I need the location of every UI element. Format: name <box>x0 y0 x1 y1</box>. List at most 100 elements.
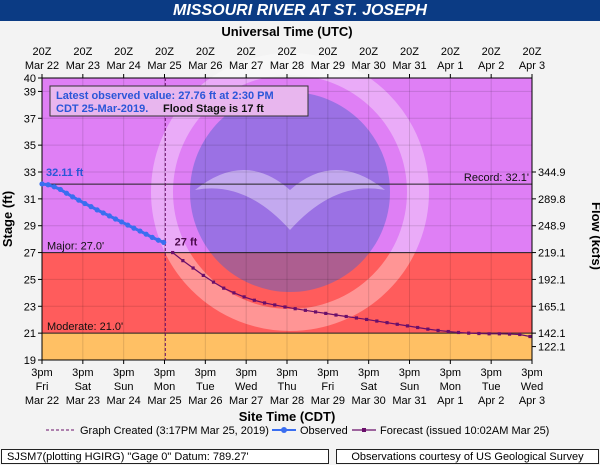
bottom-tick-l3-6: Mar 28 <box>270 395 304 407</box>
bottom-tick-l1-8: 3pm <box>358 367 379 379</box>
observed-point-4 <box>63 190 70 196</box>
bottom-tick-l1-9: 3pm <box>399 367 420 379</box>
info-flood-stage: Flood Stage is 17 ft <box>163 103 264 115</box>
ytick-label-10: 39 <box>24 86 36 98</box>
bottom-tick-l1-0: 3pm <box>31 367 52 379</box>
observed-point-1 <box>45 182 51 188</box>
legend: Graph Created (3:17PM Mar 25, 2019) Obser… <box>46 425 549 437</box>
y2tick-label-6: 289.8 <box>538 194 566 206</box>
top-axis-title: Universal Time (UTC) <box>221 24 352 39</box>
info-latest-value: Latest observed value: 27.76 ft at 2:30 … <box>56 90 274 102</box>
observed-point-11 <box>106 213 112 219</box>
watermark-disc <box>190 92 390 292</box>
bottom-tick-l3-12: Apr 3 <box>519 395 545 407</box>
bottom-tick-l3-9: Mar 31 <box>392 395 426 407</box>
forecast-point-27 <box>446 329 450 334</box>
y2-axis-title: Flow (kcfs) <box>589 202 600 270</box>
forecast-point-16 <box>334 313 338 317</box>
bottom-tick-l2-1: Sat <box>75 381 92 393</box>
forecast-point-32 <box>497 332 501 336</box>
bottom-tick-l2-3: Mon <box>154 381 175 393</box>
observed-point-2 <box>51 184 57 190</box>
forecast-point-29 <box>467 331 471 335</box>
top-tick-l1-12: 20Z <box>523 46 542 58</box>
bottom-tick-l3-2: Mar 24 <box>107 395 141 407</box>
top-tick-l1-0: 20Z <box>33 46 52 58</box>
bottom-tick-l3-7: Mar 29 <box>311 395 345 407</box>
y2tick-label-7: 344.9 <box>538 167 566 179</box>
ytick-label-2: 23 <box>24 301 36 313</box>
bottom-tick-l3-4: Mar 26 <box>188 395 222 407</box>
top-tick-l2-8: Mar 30 <box>352 60 386 72</box>
ytick-label-9: 37 <box>24 113 36 125</box>
observed-point-6 <box>76 197 82 203</box>
forecast-point-25 <box>426 327 430 331</box>
footer-courtesy: Observations courtesy of US Geological S… <box>336 449 599 464</box>
top-tick-l2-7: Mar 29 <box>311 60 345 72</box>
forecast-point-5 <box>222 286 226 290</box>
top-tick-l1-1: 20Z <box>73 46 92 58</box>
legend-forecast-label: Forecast (issued 10:02AM Mar 25) <box>380 425 549 437</box>
top-tick-l2-4: Mar 26 <box>188 60 222 72</box>
top-tick-l1-10: 20Z <box>441 46 460 58</box>
bottom-tick-l3-5: Mar 27 <box>229 395 263 407</box>
top-tick-l1-8: 20Z <box>359 46 378 58</box>
legend-observed-label: Observed <box>300 425 348 437</box>
bottom-tick-l1-7: 3pm <box>317 367 338 379</box>
observed-point-15 <box>131 225 137 231</box>
threshold-label-1: Major: 27.0' <box>47 241 104 253</box>
watermark-ring <box>151 53 429 331</box>
bottom-axis-title: Site Time (CDT) <box>239 409 336 424</box>
bottom-tick-l2-8: Sat <box>360 381 377 393</box>
bottom-tick-l2-12: Wed <box>521 381 543 393</box>
observed-point-18 <box>149 234 155 240</box>
forecast-point-20 <box>375 319 379 323</box>
top-tick-l1-7: 20Z <box>318 46 337 58</box>
forecast-point-28 <box>456 330 461 335</box>
ytick-label-7: 33 <box>24 167 36 179</box>
ytick-label-6: 31 <box>24 194 36 206</box>
zone-1 <box>42 252 532 334</box>
observed-point-5 <box>70 194 76 200</box>
bottom-tick-l2-4: Tue <box>196 381 215 393</box>
series-labels: 32.11 ft 27 ft <box>46 167 198 249</box>
series <box>39 78 532 360</box>
top-tick-l1-3: 20Z <box>155 46 174 58</box>
forecast-point-11 <box>283 305 287 309</box>
bottom-tick-l3-10: Apr 1 <box>437 395 463 407</box>
forecast-point-13 <box>303 308 307 312</box>
top-tick-l2-3: Mar 25 <box>147 60 181 72</box>
bottom-tick-l3-3: Mar 25 <box>147 395 181 407</box>
top-tick-l1-4: 20Z <box>196 46 215 58</box>
observed-point-8 <box>88 204 94 210</box>
observed-point-12 <box>112 216 119 222</box>
forecast-point-19 <box>365 317 369 322</box>
forecast-point-7 <box>242 295 246 299</box>
threshold-label-2: Moderate: 21.0' <box>47 321 123 333</box>
top-tick-l2-6: Mar 28 <box>270 60 304 72</box>
observed-point-19 <box>155 237 161 243</box>
top-tick-l2-5: Mar 27 <box>229 60 263 72</box>
ytick-label-11: 40 <box>24 73 36 85</box>
forecast-point-23 <box>405 324 410 328</box>
top-tick-l2-11: Apr 2 <box>478 60 504 72</box>
bottom-tick-l3-1: Mar 23 <box>66 395 100 407</box>
bottom-tick-l1-3: 3pm <box>154 367 175 379</box>
bottom-tick-l1-2: 3pm <box>113 367 134 379</box>
observed-point-14 <box>125 222 131 228</box>
bottom-tick-l2-9: Sun <box>400 381 420 393</box>
legend-forecast-marker <box>362 428 366 432</box>
forecast-point-2 <box>191 266 195 270</box>
bottom-tick-l2-5: Wed <box>235 381 257 393</box>
top-tick-l2-1: Mar 23 <box>66 60 100 72</box>
legend-observed-marker <box>281 427 287 433</box>
observed-point-13 <box>119 219 125 225</box>
bottom-tick-l3-11: Apr 2 <box>478 395 504 407</box>
top-tick-l2-10: Apr 1 <box>437 60 463 72</box>
forecast-point-30 <box>477 331 481 336</box>
top-tick-l2-0: Mar 22 <box>25 60 59 72</box>
forecast-point-34 <box>518 332 522 337</box>
forecast-point-21 <box>385 321 389 325</box>
